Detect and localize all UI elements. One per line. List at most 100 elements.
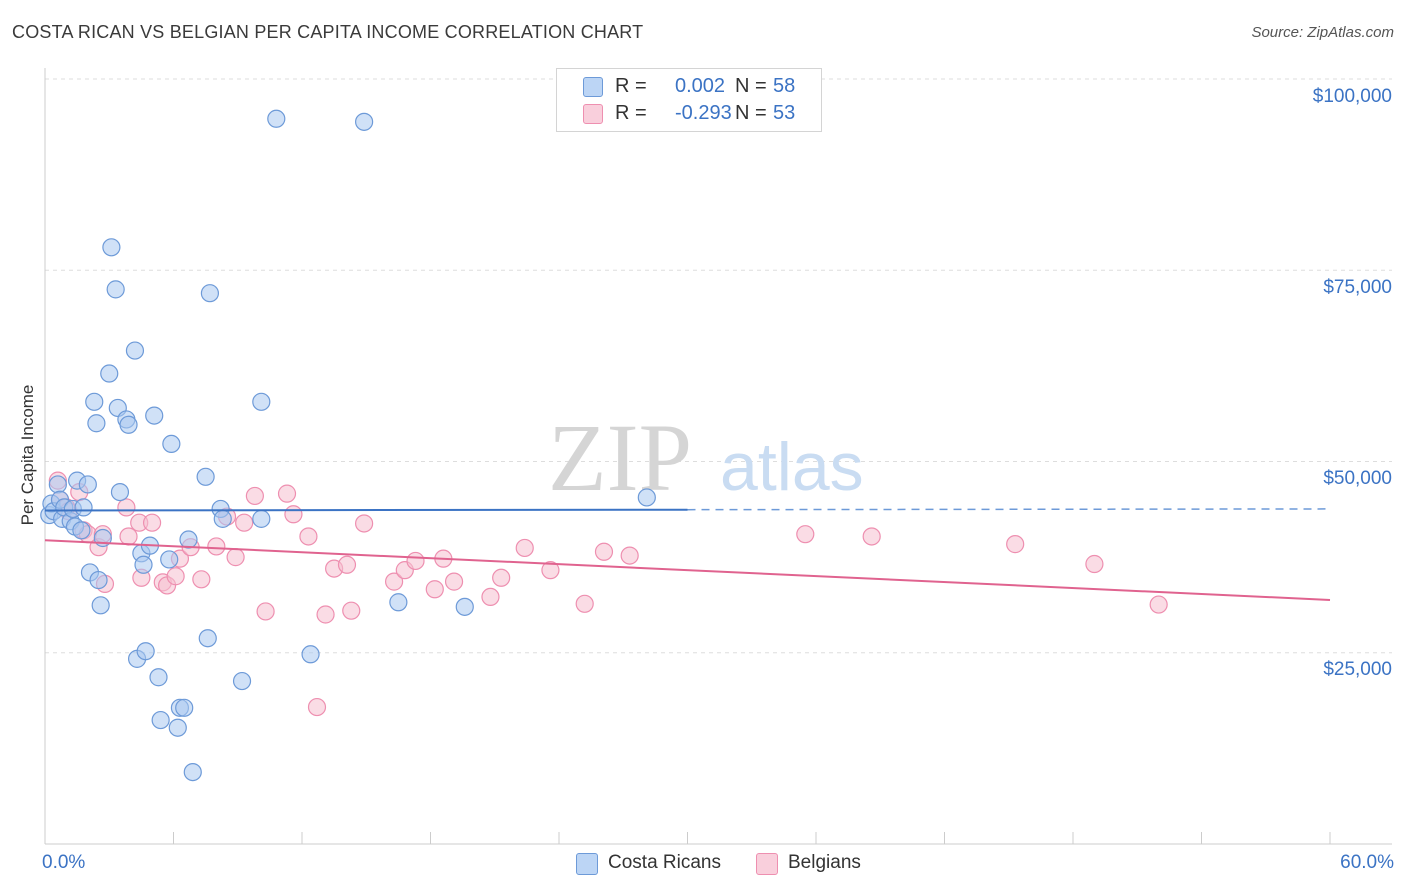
point-costa-rican — [455, 597, 474, 616]
point-costa-rican — [196, 467, 215, 486]
point-belgian — [284, 505, 303, 524]
point-costa-rican — [301, 645, 320, 664]
point-belgian — [796, 525, 815, 544]
trend-line-belgians — [44, 539, 1331, 601]
point-costa-rican — [136, 642, 155, 661]
y-tick-label: $25,000 — [1323, 659, 1392, 680]
point-belgian — [307, 697, 327, 717]
x-tick-label-max: 60.0% — [1340, 852, 1394, 873]
point-belgian — [235, 513, 254, 532]
legend-label: Costa Ricans — [608, 852, 721, 873]
point-belgian — [1085, 554, 1104, 574]
point-belgian — [277, 484, 297, 503]
point-belgian — [575, 594, 594, 613]
point-costa-rican — [119, 415, 138, 434]
legend-n-value: 53 — [773, 102, 796, 124]
point-costa-rican — [355, 112, 374, 131]
point-belgian — [207, 537, 226, 556]
point-costa-rican — [183, 762, 202, 782]
point-belgian — [862, 527, 881, 546]
point-belgian — [117, 498, 136, 517]
point-costa-rican — [389, 593, 408, 612]
watermark-zip: ZIP — [548, 404, 692, 511]
point-belgian — [299, 527, 318, 546]
y-tick-label: $100,000 — [1312, 86, 1392, 107]
legend-n-value: 58 — [773, 75, 796, 97]
point-belgian — [444, 572, 464, 591]
legend-r-label: R = — [615, 102, 647, 124]
point-costa-rican — [145, 406, 164, 425]
y-tick-label: $50,000 — [1323, 468, 1392, 489]
point-costa-rican — [175, 698, 194, 717]
legend-swatch-pink — [756, 853, 778, 875]
point-costa-rican — [168, 718, 187, 737]
point-costa-rican — [179, 530, 198, 549]
legend-n-label: N = — [735, 75, 767, 97]
point-costa-rican — [78, 475, 97, 494]
point-costa-rican — [232, 671, 252, 691]
axes — [44, 68, 1392, 845]
legend-r-value: -0.293 — [675, 102, 732, 124]
point-costa-rican — [637, 488, 656, 507]
point-belgian — [1149, 595, 1168, 614]
point-costa-rican — [100, 364, 119, 383]
point-costa-rican — [72, 521, 91, 540]
point-belgian — [425, 580, 444, 599]
point-costa-rican — [252, 509, 271, 528]
point-belgian — [316, 605, 335, 624]
point-costa-rican — [110, 483, 130, 502]
point-belgian — [342, 601, 361, 620]
point-costa-rican — [200, 284, 220, 303]
point-belgian — [245, 486, 264, 506]
watermark: ZIP atlas — [548, 404, 864, 511]
point-belgian — [166, 567, 185, 586]
point-costa-rican — [85, 392, 104, 411]
point-belgian — [515, 538, 534, 558]
legend-r-value: 0.002 — [675, 75, 726, 97]
point-belgian — [384, 572, 404, 591]
point-costa-rican — [149, 668, 168, 687]
point-belgian — [256, 602, 275, 621]
point-costa-rican — [267, 109, 286, 128]
trend-line-costa-ricans-extension — [687, 508, 1331, 511]
point-costa-rican — [252, 392, 271, 411]
legend-swatch-blue — [583, 77, 603, 97]
point-belgian — [192, 570, 211, 589]
point-costa-rican — [89, 570, 108, 590]
legend-n-label: N = — [735, 102, 767, 124]
point-costa-rican — [106, 280, 125, 299]
x-tick-label-min: 0.0% — [42, 852, 86, 873]
point-belgian — [541, 561, 560, 580]
trend-lines — [44, 508, 1331, 601]
legend-r-label: R = — [615, 75, 647, 97]
source-label: Source: ZipAtlas.com — [1251, 24, 1394, 41]
point-costa-rican — [87, 414, 106, 433]
point-costa-rican — [198, 629, 217, 648]
watermark-atlas: atlas — [720, 429, 864, 505]
legend-label: Belgians — [788, 852, 861, 873]
point-belgian — [355, 514, 374, 533]
point-belgian — [481, 587, 500, 607]
legend-swatch-blue — [576, 853, 598, 875]
y-tick-label: $75,000 — [1323, 277, 1392, 298]
grid-lines — [45, 78, 1392, 654]
point-costa-rican — [125, 341, 145, 360]
point-costa-rican — [213, 509, 232, 528]
point-costa-rican — [160, 550, 179, 569]
point-costa-rican — [134, 555, 153, 574]
chart-title: COSTA RICAN VS BELGIAN PER CAPITA INCOME… — [12, 22, 644, 42]
point-belgian — [119, 527, 138, 546]
point-belgian — [620, 546, 639, 565]
point-belgian — [1006, 535, 1025, 554]
data-points — [40, 109, 1168, 782]
point-belgian — [226, 548, 245, 567]
point-belgian — [406, 551, 425, 571]
point-costa-rican — [102, 238, 121, 257]
point-belgian — [337, 555, 357, 574]
point-costa-rican — [162, 434, 181, 454]
point-costa-rican — [151, 710, 170, 730]
point-belgian — [492, 568, 511, 587]
point-costa-rican — [48, 475, 67, 494]
point-costa-rican — [74, 498, 93, 517]
